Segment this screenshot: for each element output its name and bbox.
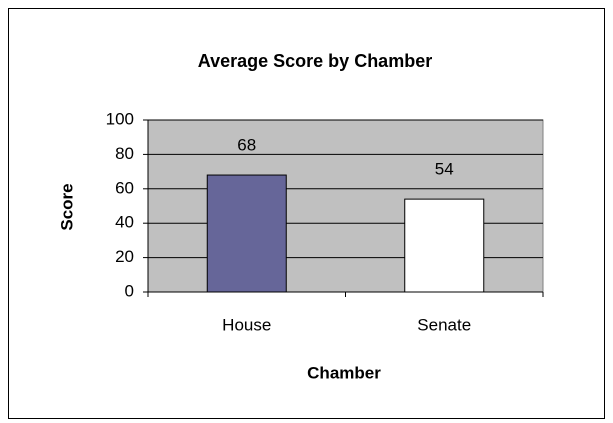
y-tick-label: 60 (115, 178, 134, 197)
y-tick-label: 0 (125, 281, 134, 300)
data-label: 68 (237, 136, 256, 155)
x-axis-label: Chamber (307, 363, 381, 382)
chart-title: Average Score by Chamber (198, 51, 432, 71)
y-tick-label: 100 (106, 109, 134, 128)
data-label: 54 (435, 160, 454, 179)
y-tick-label: 40 (115, 213, 134, 232)
y-axis-label: Score (57, 183, 76, 230)
y-tick-label: 80 (115, 144, 134, 163)
y-tick-label: 20 (115, 247, 134, 266)
x-tick-label: Senate (417, 315, 471, 334)
bar (206, 174, 287, 293)
x-tick-label: House (222, 315, 271, 334)
bar (404, 198, 485, 293)
